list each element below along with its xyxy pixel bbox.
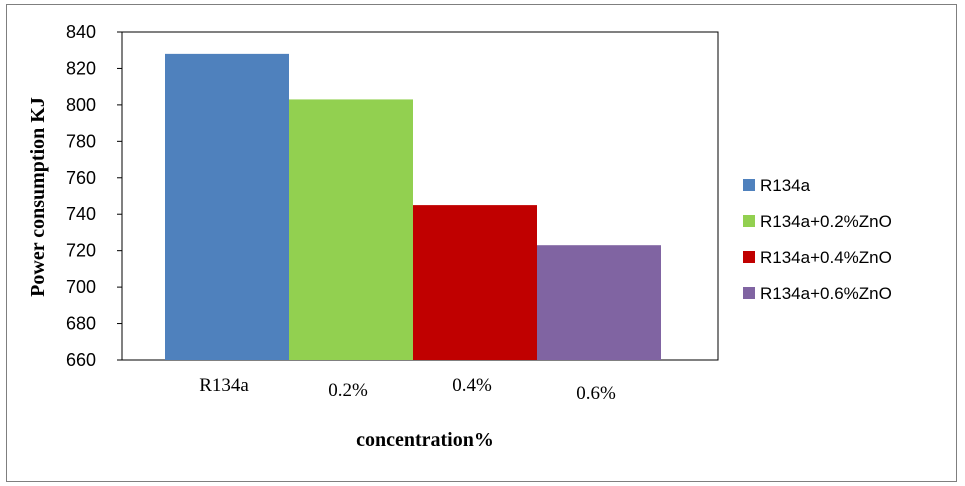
legend-label: R134a+0.6%ZnO bbox=[760, 284, 892, 303]
y-tick-label: 780 bbox=[66, 131, 96, 151]
x-tick-label: 0.2% bbox=[328, 380, 368, 401]
legend: R134a R134a+0.2%ZnO R134a+0.4%ZnO R134a+0.6… bbox=[743, 176, 892, 303]
y-axis: 660 680 700 720 740 760 780 800 820 840 bbox=[66, 22, 122, 370]
y-tick-label: 740 bbox=[66, 204, 96, 224]
legend-swatch bbox=[743, 251, 755, 263]
y-tick-label: 760 bbox=[66, 168, 96, 188]
legend-label: R134a bbox=[760, 176, 811, 195]
y-axis-title: Power consumption KJ bbox=[27, 97, 49, 297]
x-tick-label: 0.4% bbox=[452, 375, 492, 396]
y-tick-label: 660 bbox=[66, 350, 96, 370]
bar-r134a-0-4-zno bbox=[413, 205, 537, 360]
legend-label: R134a+0.2%ZnO bbox=[760, 212, 892, 231]
x-tick-label: R134a bbox=[199, 375, 249, 396]
y-tick-label: 800 bbox=[66, 95, 96, 115]
y-tick-label: 820 bbox=[66, 58, 96, 78]
x-axis-title: concentration% bbox=[356, 429, 494, 451]
y-tick-label: 840 bbox=[66, 22, 96, 42]
legend-swatch bbox=[743, 215, 755, 227]
legend-swatch bbox=[743, 287, 755, 299]
y-tick-label: 720 bbox=[66, 241, 96, 261]
x-tick-label: 0.6% bbox=[576, 383, 616, 404]
y-tick-label: 700 bbox=[66, 277, 96, 297]
bar-r134a-0-6-zno bbox=[537, 245, 661, 360]
x-axis: R134a 0.2% 0.4% 0.6% bbox=[199, 375, 616, 404]
y-tick-label: 680 bbox=[66, 314, 96, 334]
plot-area bbox=[121, 31, 719, 361]
legend-swatch bbox=[743, 179, 755, 191]
bar-r134a bbox=[165, 53, 289, 360]
bar-r134a-0-2-zno bbox=[289, 99, 413, 360]
legend-label: R134a+0.4%ZnO bbox=[760, 248, 892, 267]
